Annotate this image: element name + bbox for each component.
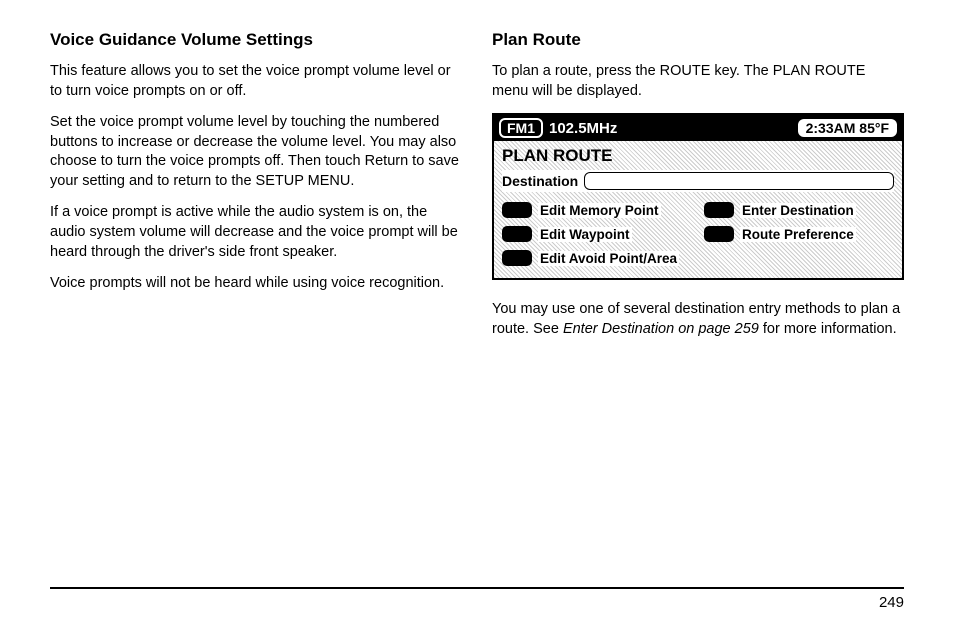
screen-title: PLAN ROUTE — [502, 146, 894, 166]
plan-route-para-1: To plan a route, press the ROUTE key. Th… — [492, 62, 904, 101]
menu-button-icon — [502, 250, 532, 266]
page-content: Voice Guidance Volume Settings This feat… — [50, 30, 904, 351]
destination-input[interactable] — [584, 172, 894, 190]
menu-label: Enter Destination — [740, 203, 856, 218]
voice-guidance-para-3: If a voice prompt is active while the au… — [50, 203, 462, 262]
menu-label: Edit Memory Point — [538, 203, 661, 218]
page-footer: 249 — [50, 587, 904, 611]
menu-button-icon — [704, 202, 734, 218]
menu-item-edit-memory-point[interactable]: Edit Memory Point — [502, 202, 692, 218]
menu-button-icon — [502, 226, 532, 242]
destination-label: Destination — [502, 173, 578, 189]
voice-guidance-para-4: Voice prompts will not be heard while us… — [50, 274, 462, 294]
menu-label: Edit Avoid Point/Area — [538, 251, 679, 266]
menu-item-route-preference[interactable]: Route Preference — [704, 226, 894, 242]
plan-route-para-2: You may use one of several destination e… — [492, 300, 904, 339]
menu-item-edit-waypoint[interactable]: Edit Waypoint — [502, 226, 692, 242]
nav-screen: FM1 102.5MHz 2:33AM 85°F PLAN ROUTE Dest… — [492, 113, 904, 280]
menu-label: Edit Waypoint — [538, 227, 632, 242]
voice-guidance-heading: Voice Guidance Volume Settings — [50, 30, 462, 50]
plan-route-ref: Enter Destination on page 259 — [563, 321, 759, 337]
radio-band-badge[interactable]: FM1 — [499, 118, 543, 138]
screen-body: PLAN ROUTE Destination Edit Memory Point… — [494, 141, 902, 278]
menu-grid: Edit Memory Point Enter Destination Edit… — [502, 202, 894, 266]
screen-header: FM1 102.5MHz 2:33AM 85°F — [494, 115, 902, 141]
left-column: Voice Guidance Volume Settings This feat… — [50, 30, 462, 351]
menu-button-icon — [704, 226, 734, 242]
page-number: 249 — [879, 594, 904, 611]
voice-guidance-para-2: Set the voice prompt volume level by tou… — [50, 113, 462, 191]
menu-label: Route Preference — [740, 227, 856, 242]
time-temp-display: 2:33AM 85°F — [798, 119, 897, 137]
menu-item-enter-destination[interactable]: Enter Destination — [704, 202, 894, 218]
destination-row: Destination — [502, 170, 894, 192]
right-column: Plan Route To plan a route, press the RO… — [492, 30, 904, 351]
footer-line: 249 — [50, 587, 904, 611]
radio-frequency: 102.5MHz — [549, 120, 798, 137]
menu-button-icon — [502, 202, 532, 218]
plan-route-text-c: for more information. — [759, 321, 897, 337]
voice-guidance-para-1: This feature allows you to set the voice… — [50, 62, 462, 101]
menu-item-edit-avoid-point[interactable]: Edit Avoid Point/Area — [502, 250, 692, 266]
plan-route-heading: Plan Route — [492, 30, 904, 50]
